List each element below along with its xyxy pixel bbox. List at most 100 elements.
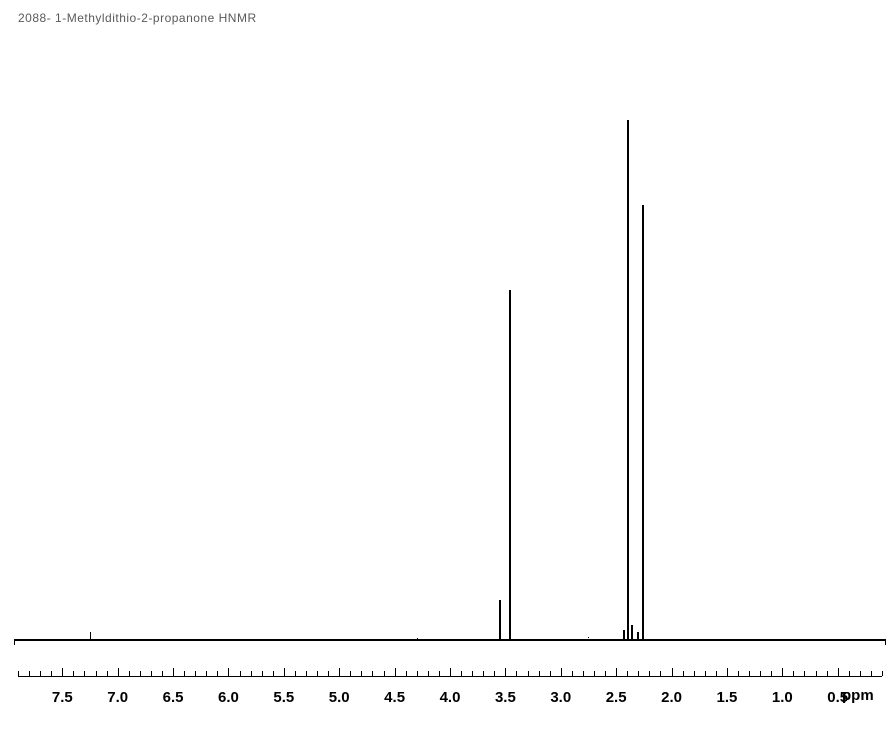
x-axis-minor-tick — [827, 671, 828, 676]
x-axis-major-tick — [284, 668, 285, 676]
x-axis-major-tick — [672, 668, 673, 676]
x-axis-major-tick — [782, 668, 783, 676]
x-axis-minor-tick — [660, 671, 661, 676]
x-axis-minor-tick — [406, 671, 407, 676]
x-axis-minor-tick — [129, 671, 130, 676]
x-axis-tick-label: 4.5 — [384, 689, 405, 706]
x-axis-minor-tick — [73, 671, 74, 676]
x-axis-minor-tick — [251, 671, 252, 676]
x-axis-major-tick — [450, 668, 451, 676]
x-axis-minor-tick — [262, 671, 263, 676]
x-axis-minor-tick — [705, 671, 706, 676]
x-axis-minor-tick — [594, 671, 595, 676]
x-axis-minor-tick — [583, 671, 584, 676]
x-axis-minor-tick — [295, 671, 296, 676]
x-axis-minor-tick — [51, 671, 52, 676]
x-axis-minor-tick — [384, 671, 385, 676]
x-axis-tick-label: 7.0 — [107, 689, 128, 706]
x-axis-minor-tick — [417, 671, 418, 676]
x-axis-minor-tick — [18, 671, 19, 676]
x-axis-minor-tick — [749, 671, 750, 676]
nmr-peak — [499, 600, 501, 640]
x-axis-minor-tick — [871, 671, 872, 676]
x-axis-minor-tick — [372, 671, 373, 676]
x-axis-major-tick — [228, 668, 229, 676]
x-axis-minor-tick — [40, 671, 41, 676]
x-axis-minor-tick — [217, 671, 218, 676]
x-axis-minor-tick — [361, 671, 362, 676]
x-axis-minor-tick — [483, 671, 484, 676]
x-axis-tick-label: 6.0 — [218, 689, 239, 706]
x-axis-tick-label: 1.0 — [772, 689, 793, 706]
x-axis-tick-label: 4.0 — [440, 689, 461, 706]
x-axis-major-tick — [173, 668, 174, 676]
x-axis-tick-label: 3.0 — [550, 689, 571, 706]
spectrum-baseline-tail — [14, 640, 15, 645]
spectrum-baseline-tail — [885, 640, 886, 645]
figure-title: 2088- 1-Methyldithio-2-propanone HNMR — [18, 11, 257, 25]
x-axis-minor-tick — [162, 671, 163, 676]
x-axis-minor-tick — [328, 671, 329, 676]
x-axis-minor-tick — [760, 671, 761, 676]
noise-dot — [417, 638, 418, 639]
x-axis-minor-tick — [350, 671, 351, 676]
x-axis-tick-label: 3.5 — [495, 689, 516, 706]
x-axis-minor-tick — [472, 671, 473, 676]
x-axis-minor-tick — [683, 671, 684, 676]
x-axis-major-tick — [62, 668, 63, 676]
x-axis-tick-label: 2.5 — [606, 689, 627, 706]
x-axis-minor-tick — [306, 671, 307, 676]
x-axis-minor-tick — [140, 671, 141, 676]
x-axis-minor-tick — [206, 671, 207, 676]
noise-dot — [588, 637, 589, 638]
x-axis-minor-tick — [882, 671, 883, 676]
x-axis-line — [18, 676, 882, 677]
x-axis-minor-tick — [428, 671, 429, 676]
x-axis-minor-tick — [184, 671, 185, 676]
nmr-peak — [631, 625, 633, 640]
nmr-peak — [637, 632, 639, 640]
x-axis-minor-tick — [550, 671, 551, 676]
x-axis-minor-tick — [107, 671, 108, 676]
x-axis-minor-tick — [516, 671, 517, 676]
x-axis-minor-tick — [860, 671, 861, 676]
nmr-peak — [509, 290, 511, 640]
nmr-peak — [623, 630, 625, 640]
x-axis-minor-tick — [240, 671, 241, 676]
x-axis-minor-tick — [771, 671, 772, 676]
x-axis-minor-tick — [849, 671, 850, 676]
x-axis-tick-label: 1.5 — [716, 689, 737, 706]
x-axis-minor-tick — [605, 671, 606, 676]
x-axis-tick-label: 5.5 — [273, 689, 294, 706]
nmr-peak — [90, 632, 91, 640]
x-axis-unit-label: ppm — [842, 687, 874, 704]
x-axis-major-tick — [395, 668, 396, 676]
x-axis-minor-tick — [572, 671, 573, 676]
x-axis-tick-label: 5.0 — [329, 689, 350, 706]
x-axis-tick-label: 7.5 — [52, 689, 73, 706]
x-axis-minor-tick — [96, 671, 97, 676]
x-axis-major-tick — [838, 668, 839, 676]
x-axis-minor-tick — [539, 671, 540, 676]
x-axis-minor-tick — [273, 671, 274, 676]
x-axis-major-tick — [339, 668, 340, 676]
x-axis-major-tick — [727, 668, 728, 676]
x-axis-minor-tick — [694, 671, 695, 676]
x-axis-major-tick — [561, 668, 562, 676]
x-axis-minor-tick — [816, 671, 817, 676]
x-axis-major-tick — [505, 668, 506, 676]
x-axis-minor-tick — [151, 671, 152, 676]
x-axis-minor-tick — [638, 671, 639, 676]
x-axis-minor-tick — [494, 671, 495, 676]
x-axis-minor-tick — [716, 671, 717, 676]
x-axis-minor-tick — [649, 671, 650, 676]
nmr-peak — [627, 120, 629, 640]
x-axis-minor-tick — [738, 671, 739, 676]
x-axis-major-tick — [118, 668, 119, 676]
nmr-peak — [642, 205, 644, 640]
x-axis-major-tick — [616, 668, 617, 676]
x-axis-minor-tick — [84, 671, 85, 676]
x-axis-tick-label: 6.5 — [163, 689, 184, 706]
spectrum-baseline — [14, 639, 886, 641]
x-axis-minor-tick — [195, 671, 196, 676]
